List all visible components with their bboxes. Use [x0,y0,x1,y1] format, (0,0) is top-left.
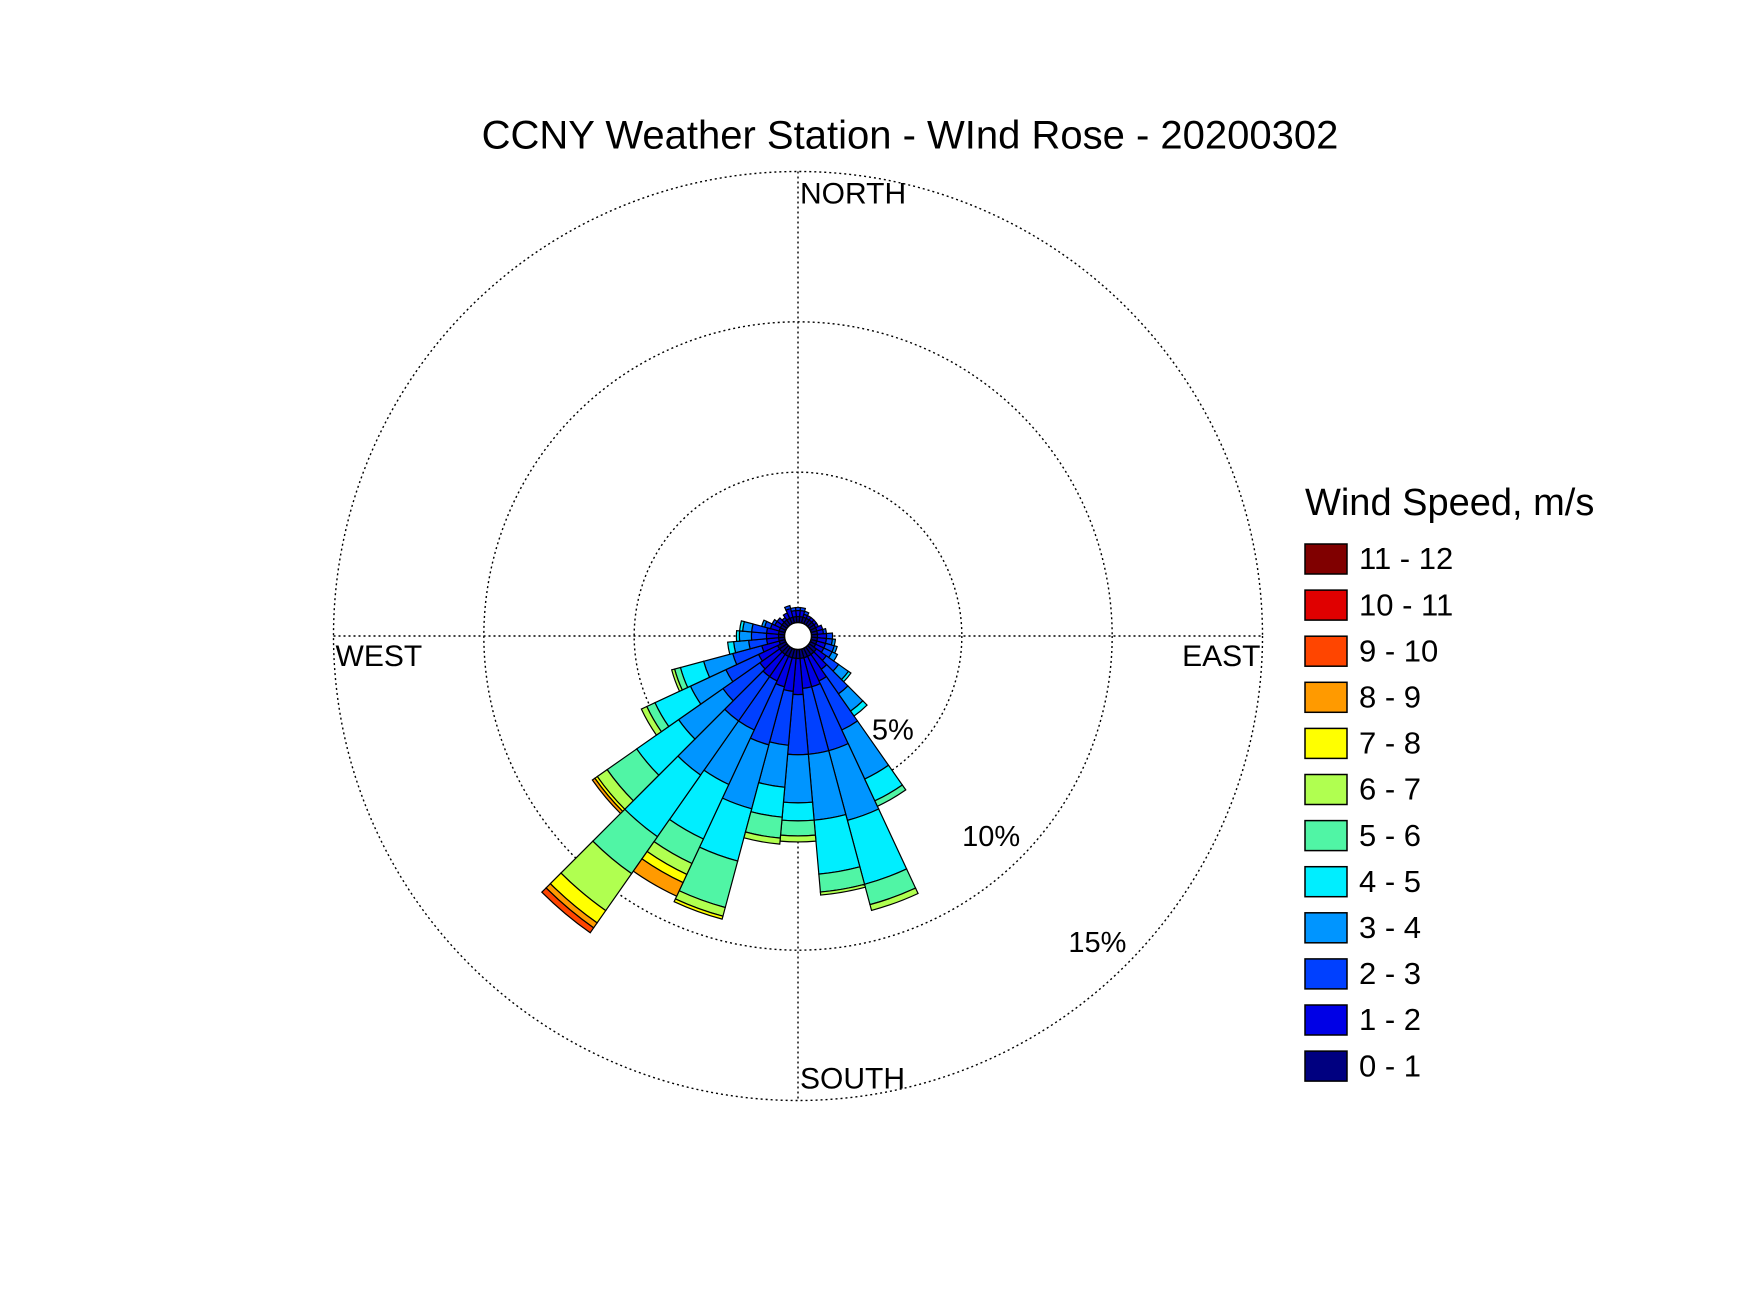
wind-wedge [874,784,907,808]
wind-wedge [738,630,753,642]
wind-wedge [869,887,919,912]
wind-wedge [540,887,595,934]
legend-label: 1 - 2 [1359,1002,1421,1037]
legend-label: 4 - 5 [1359,864,1421,899]
legend-label: 10 - 11 [1359,587,1453,622]
legend-swatch [1304,543,1348,575]
legend-swatch [1304,635,1348,667]
chart-title: CCNY Weather Station - WInd Rose - 20200… [482,114,1339,158]
compass-label: NORTH [800,177,906,210]
wind-wedge [779,819,817,837]
legend-label: 7 - 8 [1359,726,1421,761]
r-tick-label: 15% [1068,927,1126,959]
grid-ring [633,471,963,801]
grid-ring [332,170,1264,1102]
wind-wedge [760,619,768,628]
wind-wedge [743,831,781,845]
wind-wedge [771,618,778,627]
wind-wedge [779,834,817,843]
legend-title: Wind Speed, m/s [1305,482,1594,524]
legend-swatch [1304,773,1348,806]
wind-wedge [827,651,839,662]
legend-label: 11 - 12 [1359,541,1453,576]
legend-label: 3 - 4 [1359,910,1421,945]
legend-swatch [1304,727,1348,760]
compass-label: WEST [336,640,423,673]
legend-label: 0 - 1 [1359,1048,1421,1083]
wind-wedge [789,606,797,613]
legend-swatch [1304,1004,1348,1036]
legend-swatch [1304,681,1348,714]
r-tick-label: 5% [872,715,914,747]
wind-wedge [632,858,684,898]
wind-wedge [670,668,684,693]
wind-wedge [830,638,837,647]
legend-swatch [1304,819,1348,852]
center-hole [783,621,813,651]
legend-label: 8 - 9 [1359,679,1421,714]
legend-label: 5 - 6 [1359,818,1421,853]
legend-label: 9 - 10 [1359,633,1438,668]
legend-label: 2 - 3 [1359,956,1421,991]
wind-wedge [735,629,741,643]
wind-wedge [781,801,815,822]
legend-label: 6 - 7 [1359,772,1421,807]
legend-swatch [1304,865,1348,898]
compass-label: SOUTH [800,1062,905,1095]
wind-wedge [738,620,746,632]
legend-swatch [1304,589,1348,621]
legend-swatch [1304,1050,1348,1082]
grid-ring [483,321,1113,951]
wind-wedge [783,604,792,611]
legend-swatch [1304,912,1348,944]
compass-label: EAST [1182,640,1260,673]
wind-wedge [819,883,867,896]
wind-wedge [782,753,814,804]
wind-wedge [803,610,810,617]
legend-swatch [1304,958,1348,990]
wind-wedge [726,640,737,656]
wind-wedge [673,898,724,920]
r-tick-label: 10% [962,821,1020,853]
wind-wedge [799,606,807,613]
wind-wedge [840,670,852,683]
wind-wedge [640,705,663,736]
